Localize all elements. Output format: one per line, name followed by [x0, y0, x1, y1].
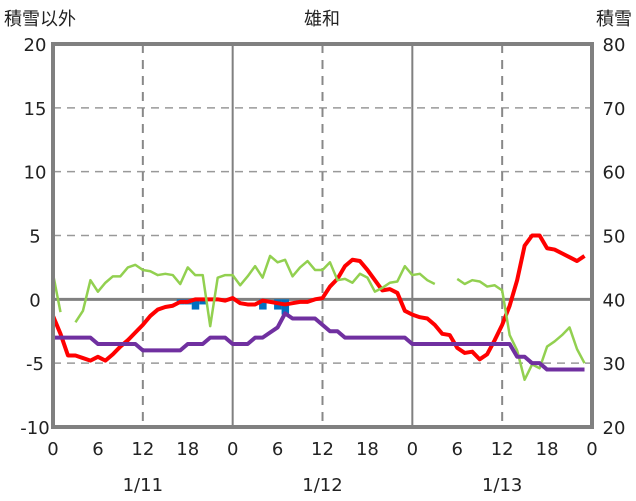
precip-bar: [191, 299, 200, 310]
x-tick-label: 12: [311, 439, 334, 460]
right-axis-title: 積雪: [596, 9, 632, 30]
left-axis-title: 積雪以外: [4, 9, 76, 30]
x-tick-label: 0: [47, 439, 58, 460]
x-tick-label: 12: [491, 439, 514, 460]
x-tick-label: 0: [586, 439, 597, 460]
y-right-tick-label: 50: [603, 227, 626, 248]
precip-bar: [199, 299, 207, 305]
red-series-line: [51, 233, 586, 363]
precip-bar: [281, 299, 290, 315]
date-label: 1/12: [302, 475, 342, 496]
date-label: 1/11: [123, 475, 163, 496]
green-series-line: [74, 254, 436, 328]
x-tick-label: 0: [407, 439, 418, 460]
y-tick-label: 0: [29, 290, 40, 311]
y-right-tick-label: 70: [603, 99, 626, 120]
green-series-line: [456, 277, 586, 382]
purple-series-line: [53, 311, 585, 372]
x-tick-label: 12: [131, 439, 154, 460]
y-tick-label: -5: [26, 354, 44, 375]
x-tick-label: 18: [356, 439, 379, 460]
y-right-tick-label: 30: [603, 354, 626, 375]
y-tick-label: 20: [24, 35, 47, 56]
y-right-tick-label: 20: [603, 418, 626, 439]
y-tick-label: 5: [29, 227, 40, 248]
x-tick-label: 6: [452, 439, 463, 460]
plot-frame: [51, 42, 594, 429]
x-tick-label: 18: [536, 439, 559, 460]
x-tick-label: 6: [272, 439, 283, 460]
y-right-tick-label: 40: [603, 290, 626, 311]
x-tick-label: 18: [176, 439, 199, 460]
x-tick-label: 6: [92, 439, 103, 460]
y-tick-label: -10: [20, 418, 49, 439]
y-tick-label: 10: [24, 163, 47, 184]
y-tick-label: 15: [24, 99, 47, 120]
y-right-tick-label: 80: [603, 35, 626, 56]
date-label: 1/13: [482, 475, 522, 496]
x-tick-label: 0: [227, 439, 238, 460]
y-right-tick-label: 60: [603, 163, 626, 184]
chart-title: 雄和: [304, 9, 340, 30]
precip-bar: [259, 299, 267, 310]
